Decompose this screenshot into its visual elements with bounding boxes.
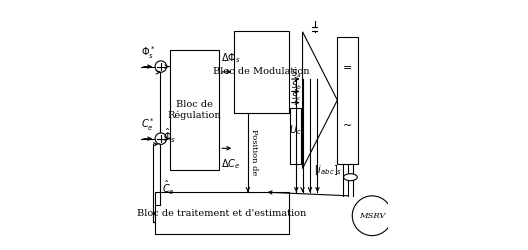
Text: =: = bbox=[343, 64, 353, 74]
Circle shape bbox=[352, 196, 392, 236]
Text: -: - bbox=[157, 68, 160, 74]
Circle shape bbox=[155, 61, 166, 72]
Text: $U_c$: $U_c$ bbox=[289, 123, 301, 137]
Text: Position de: Position de bbox=[250, 129, 258, 176]
Text: $C_e^*$: $C_e^*$ bbox=[141, 116, 155, 134]
Circle shape bbox=[155, 133, 166, 144]
Text: $S_a$: $S_a$ bbox=[291, 67, 301, 80]
Text: MSRV: MSRV bbox=[359, 212, 385, 220]
Text: $[i_{abc}]_s$: $[i_{abc}]_s$ bbox=[314, 163, 342, 177]
Text: $S_b$: $S_b$ bbox=[290, 80, 301, 92]
Text: Bloc de
Régulation: Bloc de Régulation bbox=[167, 100, 221, 120]
Text: $\hat{\Phi}_s$: $\hat{\Phi}_s$ bbox=[163, 127, 176, 145]
Ellipse shape bbox=[344, 174, 357, 181]
Text: $\Delta C_e$: $\Delta C_e$ bbox=[221, 157, 240, 171]
Text: $\Delta\Phi_s$: $\Delta\Phi_s$ bbox=[221, 51, 240, 65]
Text: ~: ~ bbox=[343, 120, 353, 130]
Text: $\hat{C}_e$: $\hat{C}_e$ bbox=[162, 179, 175, 197]
Bar bbox=[290, 108, 301, 164]
Text: -: - bbox=[157, 140, 160, 146]
Bar bbox=[337, 37, 359, 164]
Bar bbox=[169, 50, 219, 170]
Bar bbox=[155, 192, 289, 234]
Bar bbox=[234, 30, 289, 112]
Text: Bloc de Modulation: Bloc de Modulation bbox=[213, 67, 310, 76]
Text: $\Phi_s^*$: $\Phi_s^*$ bbox=[141, 44, 155, 61]
Text: $S_c$: $S_c$ bbox=[291, 91, 301, 104]
Text: Bloc de traitement et d'estimation: Bloc de traitement et d'estimation bbox=[137, 209, 306, 218]
